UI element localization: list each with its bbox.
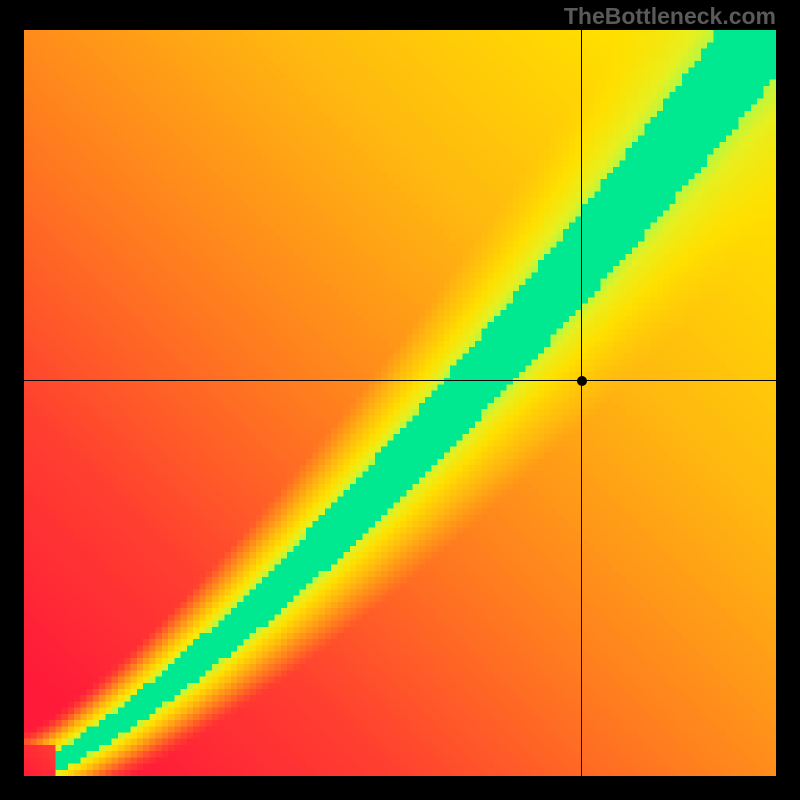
crosshair-vertical bbox=[581, 30, 582, 776]
crosshair-horizontal bbox=[24, 380, 776, 381]
crosshair-marker bbox=[577, 376, 587, 386]
watermark-text: TheBottleneck.com bbox=[564, 3, 776, 30]
heatmap-canvas bbox=[24, 30, 776, 776]
